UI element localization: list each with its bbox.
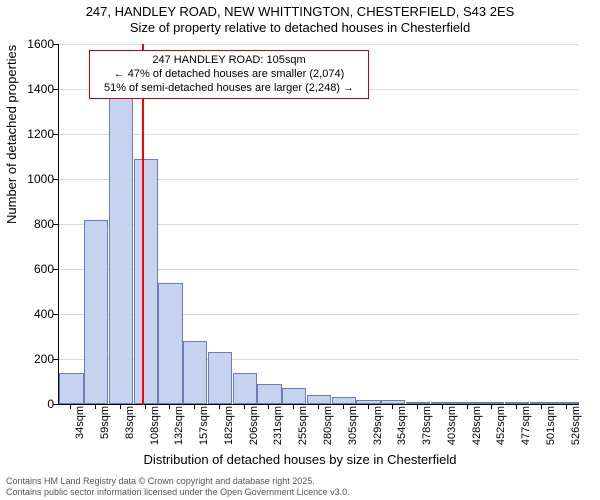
ytick-label: 0 (14, 397, 54, 411)
xtick-mark (244, 404, 245, 409)
bar (332, 397, 356, 404)
xtick-label: 182sqm (223, 406, 235, 456)
xtick-mark (343, 404, 344, 409)
annotation-line1: 247 HANDLEY ROAD: 105sqm (96, 54, 362, 68)
bar (530, 402, 554, 404)
annotation-line2: ← 47% of detached houses are smaller (2,… (96, 68, 362, 82)
bar (208, 352, 232, 404)
xtick-mark (95, 404, 96, 409)
xtick-label: 477sqm (520, 406, 532, 456)
xtick-mark (120, 404, 121, 409)
xtick-label: 157sqm (198, 406, 210, 456)
xtick-label: 132sqm (173, 406, 185, 456)
ytick-label: 1600 (14, 37, 54, 51)
xtick-mark (442, 404, 443, 409)
xtick-label: 83sqm (124, 406, 136, 456)
ytick-mark (53, 134, 58, 135)
bar (455, 402, 479, 404)
xtick-mark (318, 404, 319, 409)
xtick-label: 428sqm (471, 406, 483, 456)
plot-area: 247 HANDLEY ROAD: 105sqm ← 47% of detach… (58, 44, 579, 405)
grid-line (59, 44, 579, 45)
ytick-mark (53, 404, 58, 405)
ytick-label: 400 (14, 307, 54, 321)
bar (158, 283, 182, 405)
xtick-mark (467, 404, 468, 409)
bar (233, 373, 257, 405)
grid-line (59, 134, 579, 135)
ytick-mark (53, 179, 58, 180)
bar (183, 341, 207, 404)
annotation-box: 247 HANDLEY ROAD: 105sqm ← 47% of detach… (89, 50, 369, 99)
xtick-mark (491, 404, 492, 409)
ytick-label: 800 (14, 217, 54, 231)
xtick-label: 305sqm (347, 406, 359, 456)
xtick-label: 403sqm (446, 406, 458, 456)
xtick-label: 206sqm (248, 406, 260, 456)
bar (84, 220, 108, 405)
xtick-mark (169, 404, 170, 409)
xtick-mark (566, 404, 567, 409)
chart-title-line1: 247, HANDLEY ROAD, NEW WHITTINGTON, CHES… (0, 4, 600, 19)
xtick-mark (368, 404, 369, 409)
ytick-mark (53, 314, 58, 315)
chart-title-line2: Size of property relative to detached ho… (0, 20, 600, 35)
annotation-line3: 51% of semi-detached houses are larger (… (96, 82, 362, 96)
xtick-mark (268, 404, 269, 409)
xtick-label: 280sqm (322, 406, 334, 456)
xtick-label: 354sqm (396, 406, 408, 456)
xtick-label: 34sqm (74, 406, 86, 456)
ytick-label: 1000 (14, 172, 54, 186)
xtick-label: 108sqm (149, 406, 161, 456)
ytick-mark (53, 44, 58, 45)
xtick-mark (417, 404, 418, 409)
xtick-label: 255sqm (297, 406, 309, 456)
xtick-label: 501sqm (545, 406, 557, 456)
bar (134, 159, 158, 404)
xtick-mark (516, 404, 517, 409)
bar (431, 402, 455, 404)
xtick-mark (541, 404, 542, 409)
xtick-label: 59sqm (99, 406, 111, 456)
ytick-label: 200 (14, 352, 54, 366)
xtick-label: 526sqm (570, 406, 582, 456)
footer-attribution: Contains HM Land Registry data © Crown c… (6, 476, 350, 498)
chart-container: 247, HANDLEY ROAD, NEW WHITTINGTON, CHES… (0, 0, 600, 500)
xtick-label: 378sqm (421, 406, 433, 456)
footer-line1: Contains HM Land Registry data © Crown c… (6, 476, 350, 487)
xtick-mark (392, 404, 393, 409)
bar (282, 388, 306, 404)
ytick-label: 1200 (14, 127, 54, 141)
xtick-mark (293, 404, 294, 409)
xtick-mark (70, 404, 71, 409)
ytick-mark (53, 224, 58, 225)
xtick-mark (145, 404, 146, 409)
xtick-label: 452sqm (495, 406, 507, 456)
ytick-mark (53, 269, 58, 270)
bar (307, 395, 331, 404)
xtick-mark (194, 404, 195, 409)
bar (554, 402, 578, 404)
xtick-label: 231sqm (272, 406, 284, 456)
ytick-label: 1400 (14, 82, 54, 96)
footer-line2: Contains public sector information licen… (6, 487, 350, 498)
bar (257, 384, 281, 404)
xtick-label: 329sqm (372, 406, 384, 456)
ytick-label: 600 (14, 262, 54, 276)
bar (109, 91, 133, 404)
bar (59, 373, 83, 405)
xtick-mark (219, 404, 220, 409)
ytick-mark (53, 89, 58, 90)
ytick-mark (53, 359, 58, 360)
